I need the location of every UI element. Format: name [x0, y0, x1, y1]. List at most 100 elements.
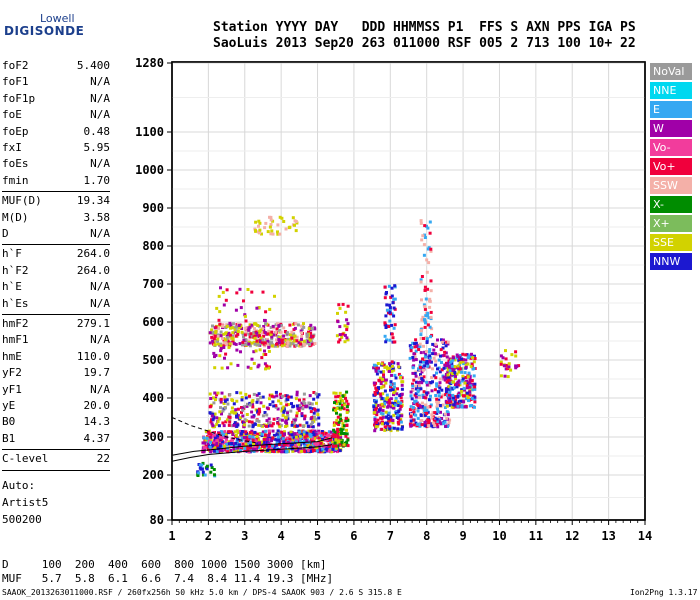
param-value: 279.1: [76, 317, 110, 330]
echo-point: [414, 384, 418, 388]
echo-point: [257, 392, 261, 396]
echo-point: [277, 338, 281, 341]
echo-point: [277, 324, 281, 328]
echo-point: [385, 397, 389, 401]
echo-point: [311, 436, 315, 440]
echo-point: [431, 421, 435, 425]
echo-point: [417, 367, 421, 371]
echo-point: [436, 407, 439, 411]
echo-point: [309, 410, 313, 414]
echo-point: [461, 379, 465, 382]
echo-point: [383, 285, 387, 289]
echo-point: [422, 344, 425, 348]
echo-point: [385, 338, 388, 342]
echo-point: [235, 399, 239, 403]
echo-point: [216, 446, 220, 450]
footer-file-info: SAAOK_2013263011000.RSF / 260fx256h 50 k…: [2, 588, 402, 597]
echo-point: [264, 331, 268, 335]
echo-point: [253, 336, 257, 340]
echo-point: [400, 427, 404, 431]
echo-point: [372, 363, 376, 367]
echo-point: [258, 432, 262, 436]
echo-point: [229, 439, 233, 443]
echo-point: [280, 409, 284, 413]
echo-point: [470, 404, 474, 407]
echo-point: [435, 419, 439, 423]
param-value: N/A: [90, 280, 110, 294]
param-row: foEp 0.48: [2, 124, 110, 140]
echo-point: [374, 403, 377, 407]
echo-point: [452, 356, 455, 360]
echo-point: [418, 345, 422, 349]
echo-point: [284, 339, 288, 343]
echo-point: [230, 406, 234, 410]
echo-point: [279, 434, 283, 438]
param-row: foE N/A: [2, 107, 110, 123]
echo-point: [409, 390, 413, 394]
echo-point: [249, 366, 253, 370]
echo-point: [381, 385, 385, 389]
echo-point: [307, 429, 311, 433]
echo-point: [201, 461, 205, 465]
echo-point: [461, 360, 465, 364]
echo-point: [443, 363, 447, 367]
echo-point: [228, 415, 232, 419]
echo-point: [245, 437, 249, 441]
echo-point: [274, 344, 277, 348]
echo-point: [427, 416, 431, 419]
echo-point: [212, 468, 216, 471]
echo-point: [418, 342, 422, 346]
echo-point: [255, 306, 259, 310]
echo-point: [259, 396, 263, 400]
echo-point: [218, 444, 222, 448]
echo-point: [305, 333, 309, 337]
echo-point: [446, 387, 450, 391]
echo-point: [263, 341, 267, 345]
echo-point: [346, 402, 350, 406]
echo-point: [265, 406, 269, 410]
echo-point: [514, 350, 518, 354]
echo-point: [272, 433, 276, 437]
echo-point: [300, 412, 304, 416]
echo-point: [381, 377, 384, 381]
echo-point: [212, 396, 215, 400]
echo-point: [438, 370, 442, 374]
echo-point: [334, 391, 338, 395]
echo-point: [285, 436, 289, 440]
y-tick-label: 1100: [135, 125, 164, 139]
echo-point: [256, 324, 260, 327]
echo-point: [473, 387, 477, 391]
echo-point: [455, 372, 459, 376]
echo-point: [384, 410, 388, 414]
echo-point: [257, 423, 261, 427]
echo-point: [321, 447, 325, 451]
echo-point: [328, 444, 332, 448]
echo-point: [212, 401, 216, 405]
echo-point: [213, 473, 216, 477]
echo-point: [275, 342, 278, 346]
echo-point: [441, 393, 445, 397]
echo-point: [223, 399, 227, 403]
echo-point: [266, 230, 270, 234]
echo-point: [247, 342, 251, 346]
echo-point: [202, 449, 206, 453]
echo-point: [331, 447, 335, 451]
echo-point: [216, 337, 220, 341]
echo-point: [329, 438, 332, 442]
echo-point: [296, 433, 300, 436]
echo-point: [332, 433, 336, 437]
echo-point: [338, 325, 342, 329]
echo-point: [277, 449, 281, 453]
echo-point: [242, 299, 245, 303]
echo-point: [393, 297, 397, 301]
echo-point: [257, 419, 261, 423]
echo-point: [258, 330, 261, 334]
echo-point: [255, 435, 259, 438]
param-row: MUF(D) 19.34: [2, 193, 110, 209]
virtual-height-trace: [171, 437, 333, 456]
echo-point: [437, 398, 441, 402]
echo-point: [299, 405, 303, 409]
echo-point: [422, 253, 426, 257]
echo-point: [425, 383, 429, 387]
